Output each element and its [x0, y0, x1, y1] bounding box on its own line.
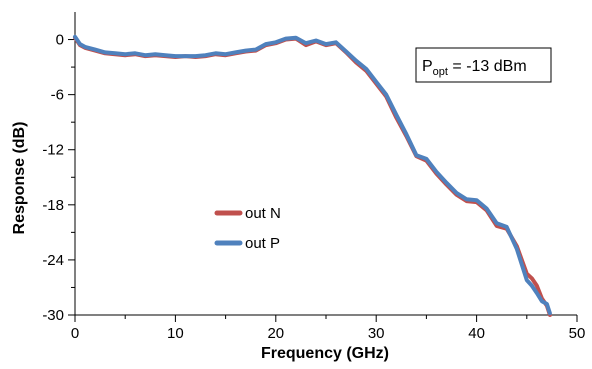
annotation-box	[415, 47, 552, 83]
legend: out N out P	[214, 205, 281, 252]
y-tick-label: -12	[42, 142, 64, 159]
series-layer	[73, 34, 552, 317]
y-tick-label: -18	[42, 197, 64, 214]
annotation-main: P	[422, 58, 433, 75]
series-line-out-p	[73, 34, 552, 316]
x-tick-label: 30	[368, 325, 385, 342]
annotation-rest: = -13 dBm	[448, 58, 527, 75]
y-axis-title: Response (dB)	[11, 122, 28, 235]
axes	[68, 12, 578, 322]
y-tick-label: -24	[42, 252, 64, 269]
y-tick-label: -30	[42, 307, 64, 324]
x-tick-label: 50	[569, 325, 586, 342]
y-tick-label: -6	[51, 87, 64, 104]
x-tick-labels: 0 10 20 30 40 50	[71, 325, 586, 342]
x-tick-label: 40	[468, 325, 485, 342]
popt-annotation: Popt = -13 dBm	[415, 47, 552, 83]
x-tick-label: 0	[71, 325, 79, 342]
legend-label: out P	[245, 235, 280, 252]
x-tick-label: 20	[267, 325, 284, 342]
annotation-subscript: opt	[433, 66, 448, 78]
y-tick-label: 0	[56, 32, 64, 49]
annotation-text: Popt = -13 dBm	[422, 58, 527, 78]
y-tick-labels: 0 -6 -12 -18 -24 -30	[42, 32, 64, 324]
x-axis-title: Frequency (GHz)	[261, 345, 389, 362]
x-tick-label: 10	[167, 325, 184, 342]
legend-label: out N	[245, 205, 281, 222]
